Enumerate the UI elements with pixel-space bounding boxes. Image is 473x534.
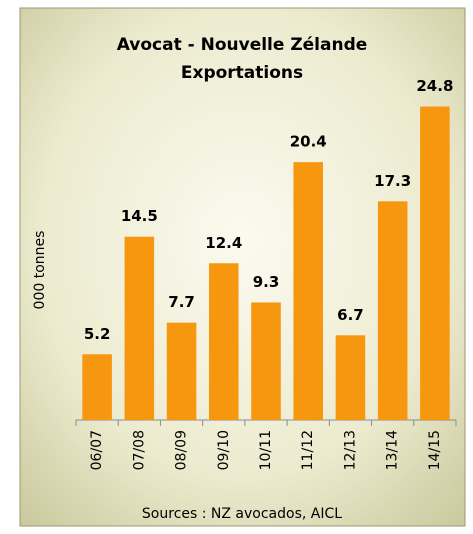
bar bbox=[293, 162, 323, 421]
bar bbox=[209, 263, 239, 420]
value-label: 20.4 bbox=[290, 133, 327, 151]
value-label: 5.2 bbox=[84, 325, 111, 343]
chart-subtitle: Exportations bbox=[181, 63, 303, 83]
x-tick-label: 11/12 bbox=[300, 430, 316, 470]
x-tick-label: 12/13 bbox=[342, 430, 358, 470]
y-axis-label: 000 tonnes bbox=[32, 231, 48, 310]
x-tick-label: 07/08 bbox=[131, 430, 147, 470]
x-tick-label: 09/10 bbox=[216, 430, 232, 470]
bar bbox=[335, 335, 366, 420]
value-label: 9.3 bbox=[253, 273, 280, 291]
bar bbox=[82, 354, 112, 420]
bar bbox=[377, 201, 408, 420]
x-tick-label: 08/09 bbox=[174, 430, 190, 470]
x-tick-label: 06/07 bbox=[89, 430, 105, 470]
value-label: 6.7 bbox=[337, 306, 364, 324]
bar bbox=[124, 236, 155, 420]
x-tick-label: 14/15 bbox=[427, 430, 443, 470]
bar bbox=[251, 302, 281, 420]
bar bbox=[420, 106, 450, 420]
chart-title: Avocat - Nouvelle Zélande bbox=[117, 35, 368, 55]
value-label: 24.8 bbox=[416, 77, 453, 95]
value-label: 7.7 bbox=[168, 293, 195, 311]
value-label: 17.3 bbox=[374, 172, 411, 190]
x-tick-label: 13/14 bbox=[385, 430, 401, 470]
x-tick-label: 10/11 bbox=[258, 430, 274, 470]
source-note: Sources : NZ avocados, AICL bbox=[142, 506, 342, 522]
value-label: 14.5 bbox=[121, 207, 158, 225]
value-label: 12.4 bbox=[205, 234, 242, 252]
bar bbox=[166, 322, 197, 420]
